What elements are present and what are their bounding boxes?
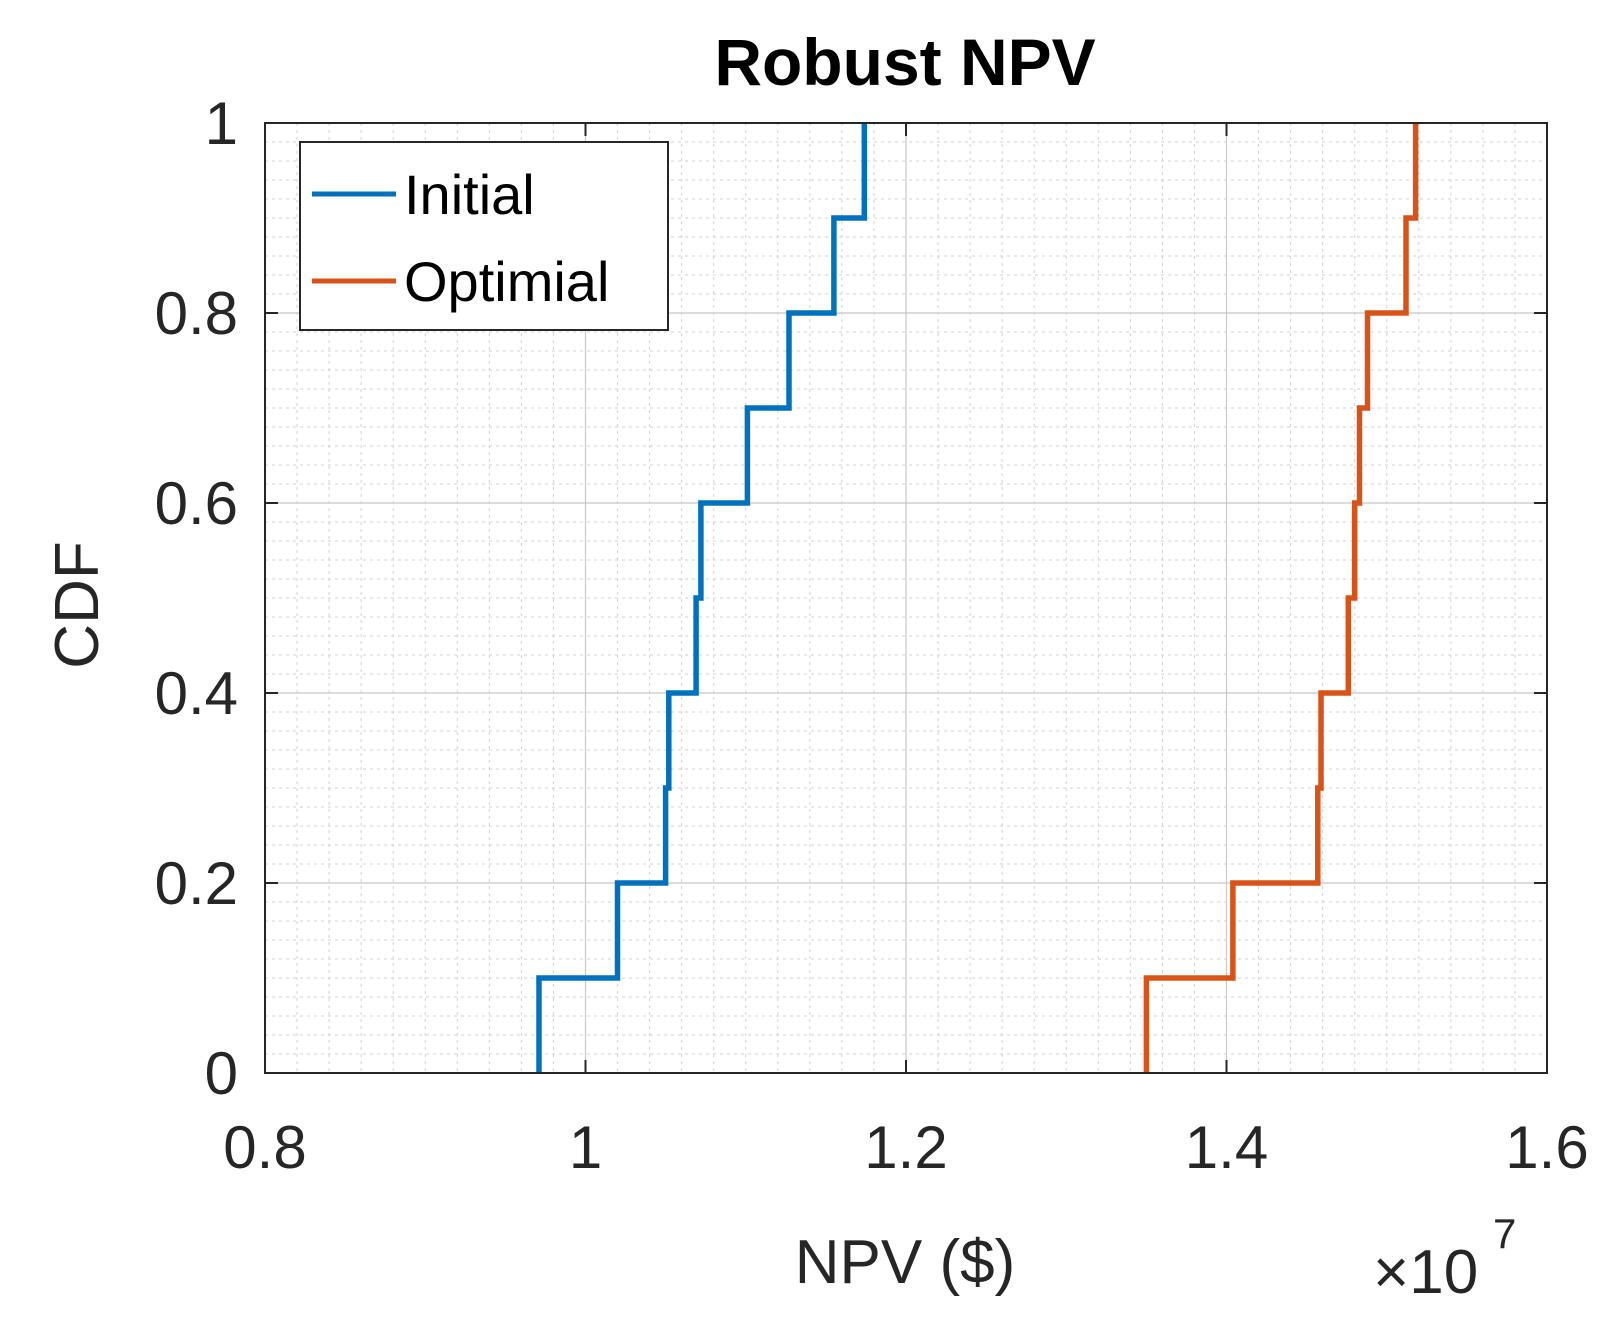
x-tick-label: 0.8	[223, 1114, 306, 1181]
x-tick-label: 1	[569, 1114, 602, 1181]
series-layer	[536, 123, 1419, 1073]
legend-label-initial: Initial	[404, 163, 535, 226]
x-exponent-base: ×10	[1373, 1238, 1478, 1307]
y-tick-label: 0.2	[155, 850, 238, 917]
x-tick-label: 1.6	[1505, 1114, 1588, 1181]
y-tick-label: 0.8	[155, 280, 238, 347]
series-line-initial	[536, 123, 868, 1073]
x-exponent-power: 7	[1493, 1210, 1516, 1257]
x-axis-label: NPV ($)	[795, 1228, 1015, 1297]
x-tick-labels: 0.8 1 1.2 1.4 1.6	[223, 1114, 1588, 1181]
axis-ticks	[264, 122, 1548, 1074]
x-tick-label: 1.2	[864, 1114, 947, 1181]
y-tick-label: 0	[205, 1040, 238, 1107]
y-tick-labels: 0 0.2 0.4 0.6 0.8 1	[155, 90, 238, 1107]
chart-title: Robust NPV	[714, 25, 1095, 99]
x-exponent-label: ×10 7	[1373, 1210, 1516, 1307]
x-tick-label: 1.4	[1185, 1114, 1268, 1181]
y-tick-label: 1	[205, 90, 238, 157]
y-tick-label: 0.4	[155, 660, 238, 727]
minor-grid	[265, 123, 1547, 1073]
series-line-optimial	[1143, 123, 1419, 1073]
y-axis-label: CDF	[43, 541, 112, 668]
legend-box	[299, 141, 669, 331]
legend-label-optimial: Optimial	[404, 250, 609, 313]
legend: Initial Optimial	[299, 141, 669, 331]
y-tick-label: 0.6	[155, 470, 238, 537]
